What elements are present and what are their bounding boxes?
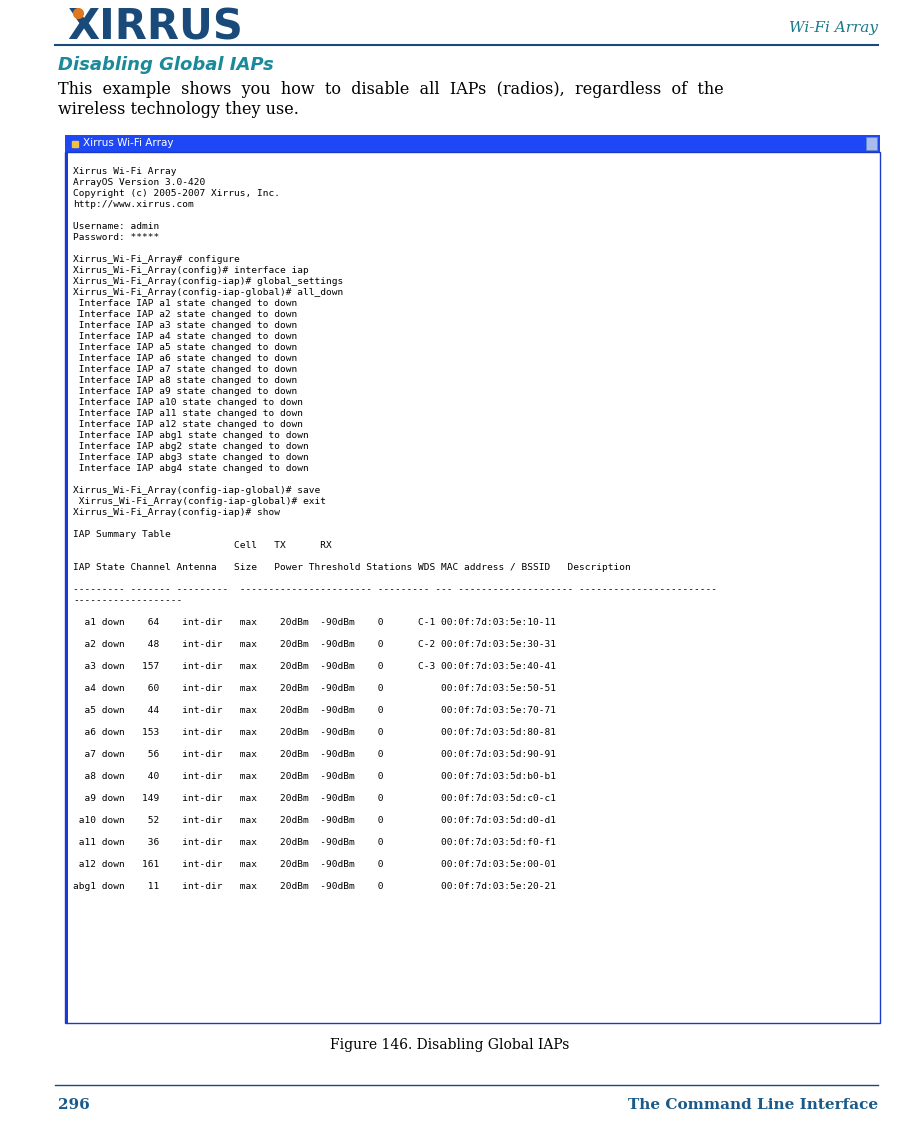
Text: a12 down   161    int-dir   max    20dBm  -90dBm    0          00:0f:7d:03:5e:00: a12 down 161 int-dir max 20dBm -90dBm 0 … xyxy=(73,860,556,869)
Text: Xirrus_Wi-Fi_Array(config-iap)# global_settings: Xirrus_Wi-Fi_Array(config-iap)# global_s… xyxy=(73,276,343,286)
Text: XIRRUS: XIRRUS xyxy=(67,7,243,49)
Text: IAP Summary Table: IAP Summary Table xyxy=(73,530,171,539)
Text: -------------------: ------------------- xyxy=(73,596,182,605)
Text: Interface IAP abg1 state changed to down: Interface IAP abg1 state changed to down xyxy=(73,431,309,440)
Text: abg1 down    11    int-dir   max    20dBm  -90dBm    0          00:0f:7d:03:5e:2: abg1 down 11 int-dir max 20dBm -90dBm 0 … xyxy=(73,881,556,891)
Text: a2 down    48    int-dir   max    20dBm  -90dBm    0      C-2 00:0f:7d:03:5e:30-: a2 down 48 int-dir max 20dBm -90dBm 0 C-… xyxy=(73,640,556,649)
Text: a9 down   149    int-dir   max    20dBm  -90dBm    0          00:0f:7d:03:5d:c0-: a9 down 149 int-dir max 20dBm -90dBm 0 0… xyxy=(73,794,556,803)
Text: Xirrus_Wi-Fi_Array(config-iap-global)# save: Xirrus_Wi-Fi_Array(config-iap-global)# s… xyxy=(73,486,320,495)
Text: IAP State Channel Antenna   Size   Power Threshold Stations WDS MAC address / BS: IAP State Channel Antenna Size Power Thr… xyxy=(73,563,631,572)
Text: a4 down    60    int-dir   max    20dBm  -90dBm    0          00:0f:7d:03:5e:50-: a4 down 60 int-dir max 20dBm -90dBm 0 00… xyxy=(73,684,556,693)
Bar xyxy=(65,152,68,1023)
Text: Interface IAP a6 state changed to down: Interface IAP a6 state changed to down xyxy=(73,353,297,363)
Text: Interface IAP abg2 state changed to down: Interface IAP abg2 state changed to down xyxy=(73,442,309,451)
Bar xyxy=(65,152,880,1023)
Text: a11 down    36    int-dir   max    20dBm  -90dBm    0          00:0f:7d:03:5d:f0: a11 down 36 int-dir max 20dBm -90dBm 0 0… xyxy=(73,838,556,847)
Text: a10 down    52    int-dir   max    20dBm  -90dBm    0          00:0f:7d:03:5d:d0: a10 down 52 int-dir max 20dBm -90dBm 0 0… xyxy=(73,816,556,825)
Text: Interface IAP a10 state changed to down: Interface IAP a10 state changed to down xyxy=(73,398,303,407)
Text: Xirrus_Wi-Fi_Array(config-iap-global)# exit: Xirrus_Wi-Fi_Array(config-iap-global)# e… xyxy=(73,497,326,506)
Text: 296: 296 xyxy=(58,1098,90,1111)
Text: Interface IAP a4 state changed to down: Interface IAP a4 state changed to down xyxy=(73,332,297,341)
Text: Interface IAP abg3 state changed to down: Interface IAP abg3 state changed to down xyxy=(73,453,309,462)
Text: a1 down    64    int-dir   max    20dBm  -90dBm    0      C-1 00:0f:7d:03:5e:10-: a1 down 64 int-dir max 20dBm -90dBm 0 C-… xyxy=(73,617,556,627)
Text: Copyright (c) 2005-2007 Xirrus, Inc.: Copyright (c) 2005-2007 Xirrus, Inc. xyxy=(73,189,280,198)
Text: Xirrus_Wi-Fi_Array(config-iap-global)# all_down: Xirrus_Wi-Fi_Array(config-iap-global)# a… xyxy=(73,288,343,297)
Text: Xirrus_Wi-Fi_Array(config)# interface iap: Xirrus_Wi-Fi_Array(config)# interface ia… xyxy=(73,266,309,275)
Text: Interface IAP a8 state changed to down: Interface IAP a8 state changed to down xyxy=(73,376,297,385)
Text: a6 down   153    int-dir   max    20dBm  -90dBm    0          00:0f:7d:03:5d:80-: a6 down 153 int-dir max 20dBm -90dBm 0 0… xyxy=(73,729,556,736)
Text: Interface IAP a9 state changed to down: Interface IAP a9 state changed to down xyxy=(73,387,297,397)
Text: Xirrus Wi-Fi Array: Xirrus Wi-Fi Array xyxy=(83,138,174,148)
Text: Disabling Global IAPs: Disabling Global IAPs xyxy=(58,56,274,74)
Text: Cell   TX      RX: Cell TX RX xyxy=(73,540,332,550)
Text: Interface IAP a5 state changed to down: Interface IAP a5 state changed to down xyxy=(73,343,297,352)
Text: Xirrus_Wi-Fi_Array(config-iap)# show: Xirrus_Wi-Fi_Array(config-iap)# show xyxy=(73,508,280,517)
Text: Interface IAP a7 state changed to down: Interface IAP a7 state changed to down xyxy=(73,365,297,374)
Text: Xirrus_Wi-Fi_Array# configure: Xirrus_Wi-Fi_Array# configure xyxy=(73,255,240,264)
Text: Interface IAP a11 state changed to down: Interface IAP a11 state changed to down xyxy=(73,409,303,418)
Text: ArrayOS Version 3.0-420: ArrayOS Version 3.0-420 xyxy=(73,178,205,187)
Text: a8 down    40    int-dir   max    20dBm  -90dBm    0          00:0f:7d:03:5d:b0-: a8 down 40 int-dir max 20dBm -90dBm 0 00… xyxy=(73,772,556,781)
Text: wireless technology they use.: wireless technology they use. xyxy=(58,102,299,119)
Text: Password: *****: Password: ***** xyxy=(73,233,159,242)
Text: Interface IAP abg4 state changed to down: Interface IAP abg4 state changed to down xyxy=(73,465,309,472)
Bar xyxy=(866,137,877,150)
Text: The Command Line Interface: The Command Line Interface xyxy=(628,1098,878,1111)
Text: a3 down   157    int-dir   max    20dBm  -90dBm    0      C-3 00:0f:7d:03:5e:40-: a3 down 157 int-dir max 20dBm -90dBm 0 C… xyxy=(73,662,556,671)
Text: This  example  shows  you  how  to  disable  all  IAPs  (radios),  regardless  o: This example shows you how to disable al… xyxy=(58,82,724,99)
Text: Interface IAP a1 state changed to down: Interface IAP a1 state changed to down xyxy=(73,299,297,308)
Text: a5 down    44    int-dir   max    20dBm  -90dBm    0          00:0f:7d:03:5e:70-: a5 down 44 int-dir max 20dBm -90dBm 0 00… xyxy=(73,706,556,715)
Text: Interface IAP a2 state changed to down: Interface IAP a2 state changed to down xyxy=(73,310,297,320)
Text: http://www.xirrus.com: http://www.xirrus.com xyxy=(73,201,194,208)
Text: Username: admin: Username: admin xyxy=(73,222,159,231)
Text: Figure 146. Disabling Global IAPs: Figure 146. Disabling Global IAPs xyxy=(331,1038,569,1053)
Text: Wi-Fi Array: Wi-Fi Array xyxy=(789,22,878,35)
Text: a7 down    56    int-dir   max    20dBm  -90dBm    0          00:0f:7d:03:5d:90-: a7 down 56 int-dir max 20dBm -90dBm 0 00… xyxy=(73,750,556,759)
Text: Interface IAP a12 state changed to down: Interface IAP a12 state changed to down xyxy=(73,420,303,429)
Text: Xirrus Wi-Fi Array: Xirrus Wi-Fi Array xyxy=(73,167,177,176)
Bar xyxy=(65,135,880,152)
Text: Interface IAP a3 state changed to down: Interface IAP a3 state changed to down xyxy=(73,321,297,330)
Text: --------- ------- ---------  ----------------------- --------- --- -------------: --------- ------- --------- ------------… xyxy=(73,585,717,594)
